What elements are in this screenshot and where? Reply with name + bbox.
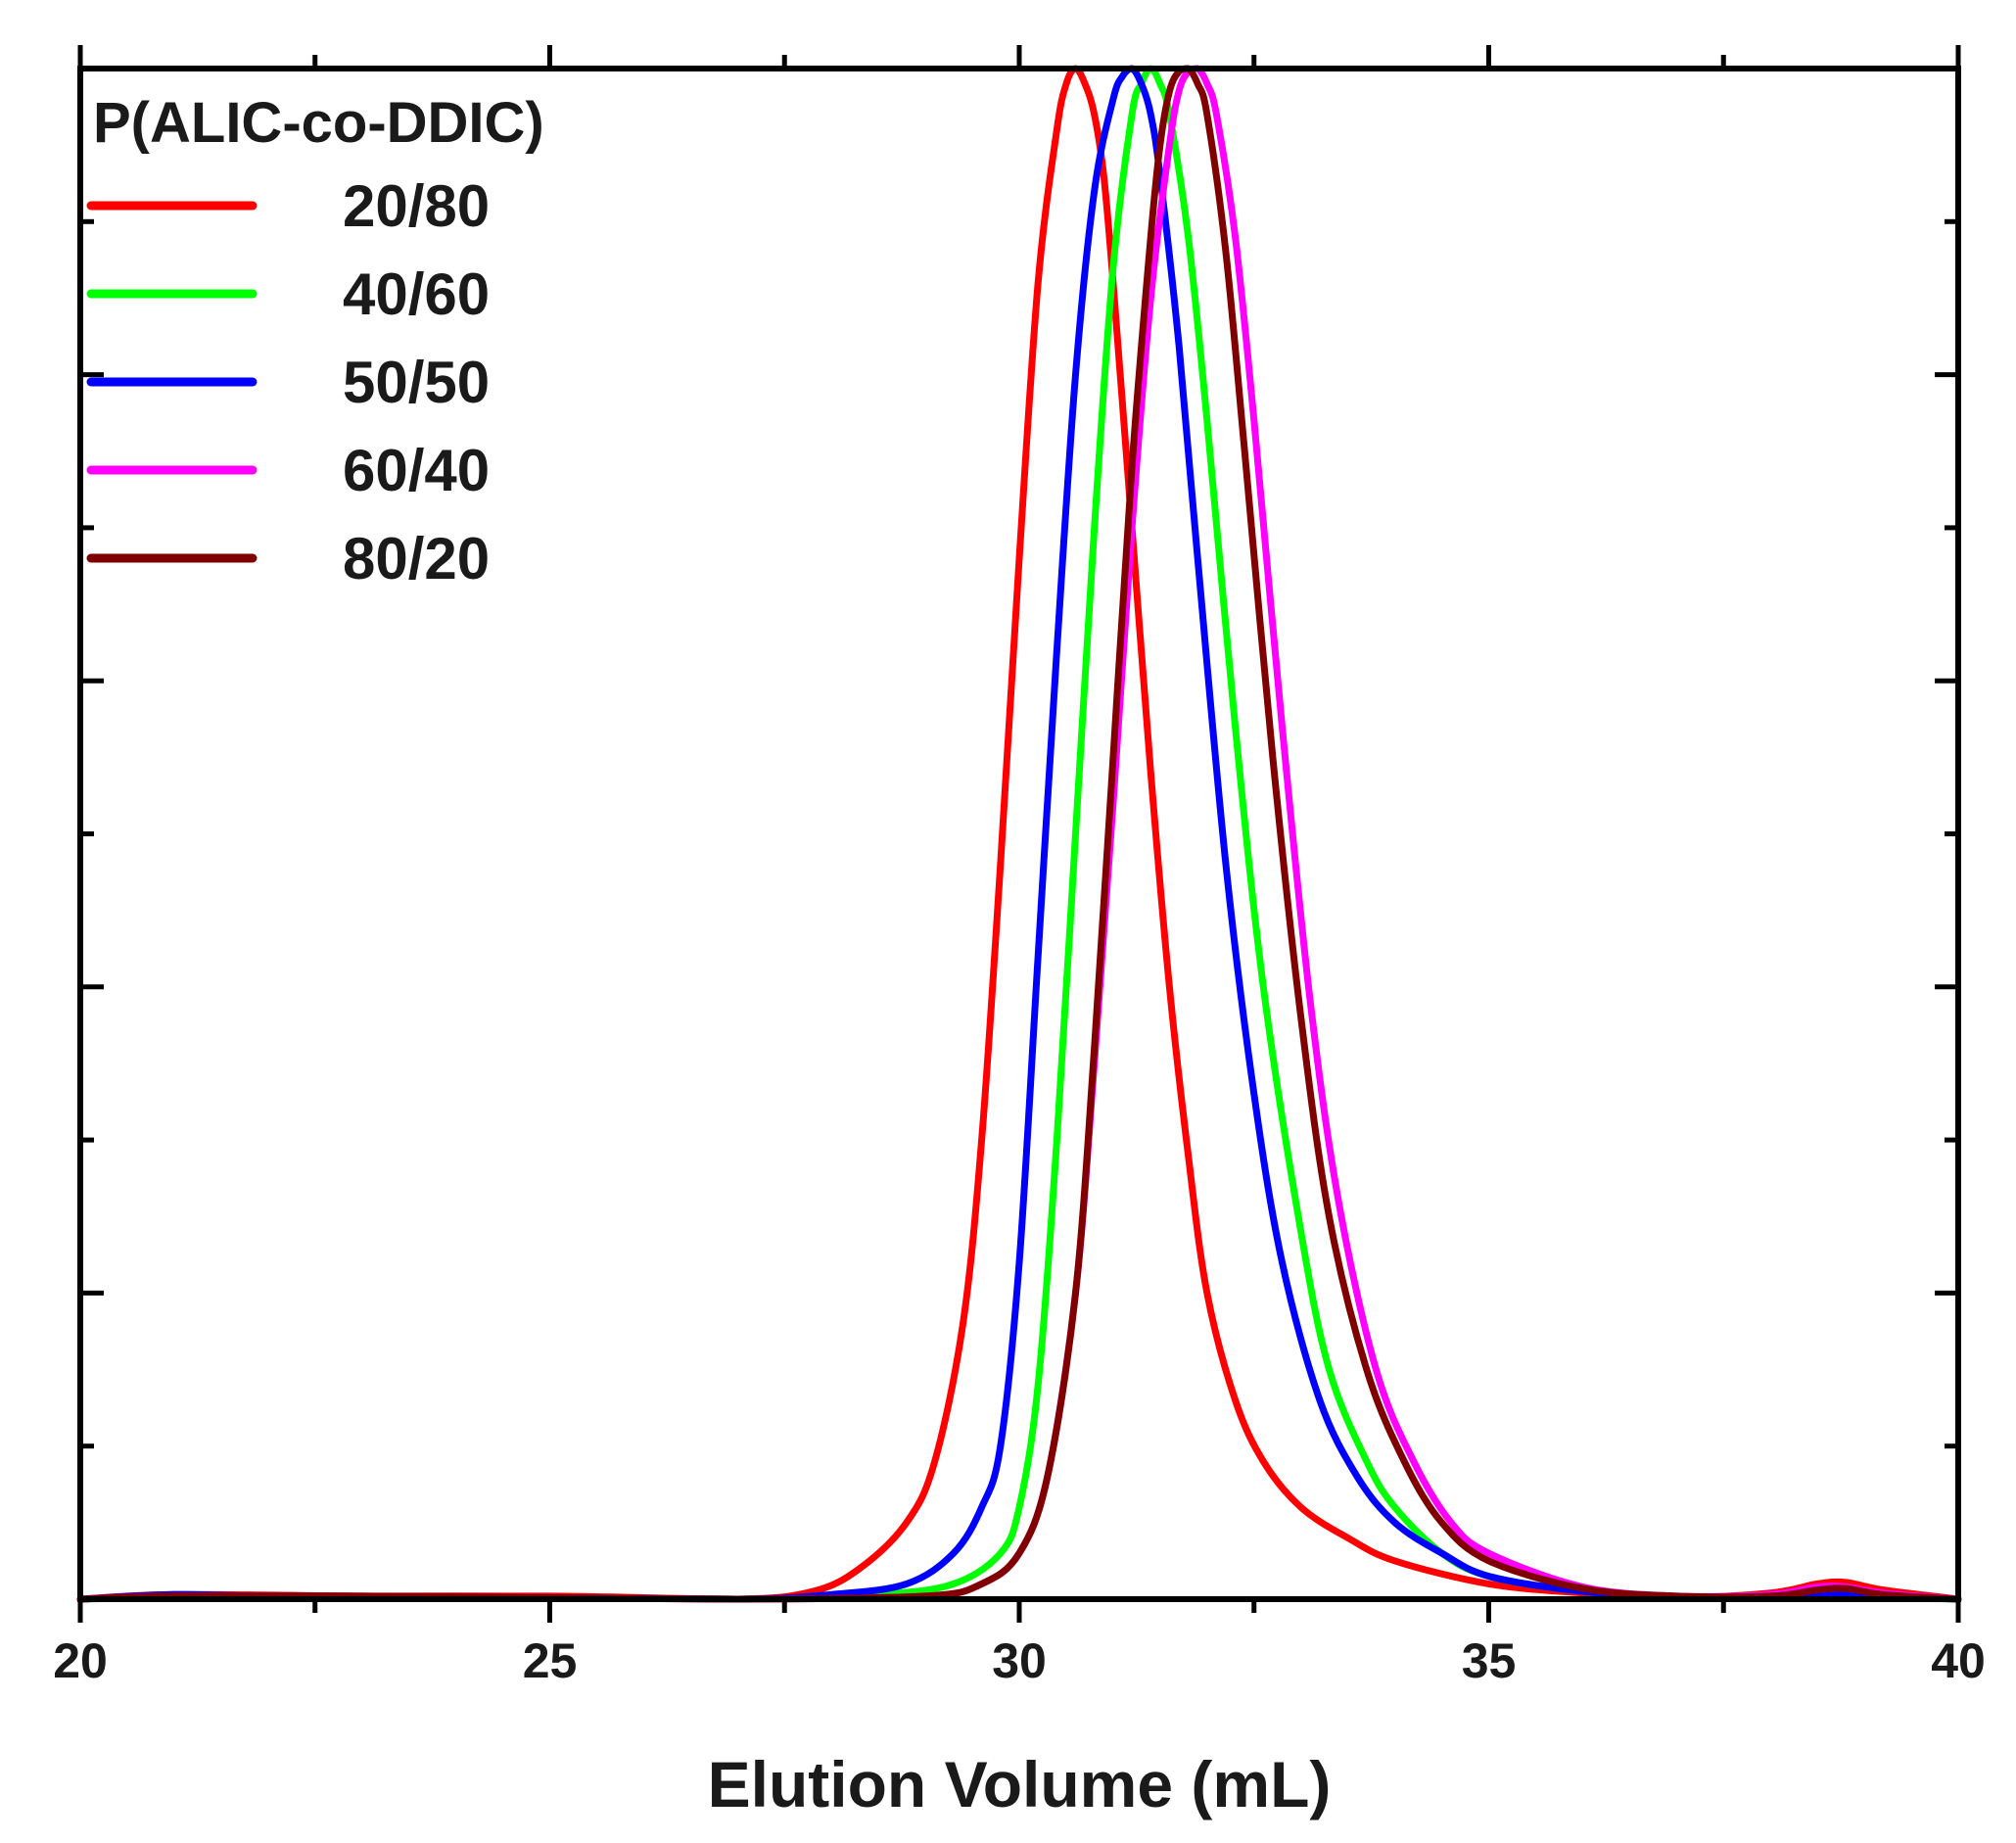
x-tick-label-35: 35 [1462,1633,1517,1688]
legend: P(ALIC-co-DDIC) 20/80 40/60 50/50 60/40 80/2… [86,91,544,591]
series-line-20-80 [76,65,1962,1603]
series-line-50-50 [76,65,1962,1603]
legend-label-50-50: 50/50 [343,350,490,415]
axes-layer: 20 25 30 35 40 [53,45,1986,1688]
x-axis-title: Elution Volume (mL) [708,1748,1332,1820]
legend-label-80-20: 80/20 [343,526,490,591]
x-tick-label-20: 20 [53,1633,108,1688]
x-tick-label-25: 25 [523,1633,578,1688]
legend-title: P(ALIC-co-DDIC) [93,91,544,155]
legend-label-60-40: 60/40 [343,438,490,503]
legend-label-20-80: 20/80 [343,173,490,239]
legend-label-40-60: 40/60 [343,261,490,327]
x-tick-label-40: 40 [1931,1633,1986,1688]
x-tick-label-30: 30 [992,1633,1047,1688]
